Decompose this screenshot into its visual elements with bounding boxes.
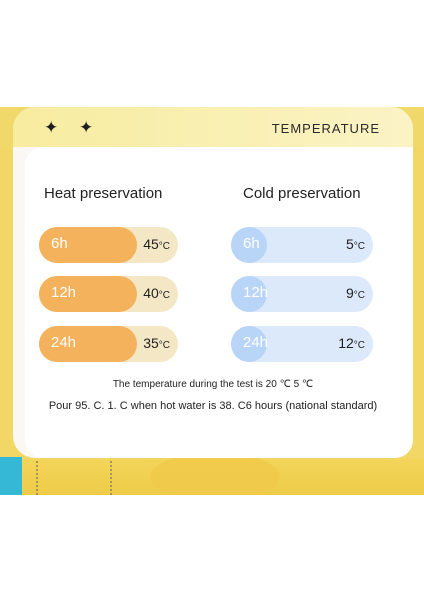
bottle-lid-shape: [150, 452, 280, 495]
card-header: ✦ ✦ TEMPERATURE: [13, 107, 413, 147]
test-condition-note: The temperature during the test is 20 ℃ …: [112, 379, 314, 390]
heat-bar: [39, 227, 137, 263]
time-label: 24h: [51, 334, 77, 351]
chain-right: [110, 461, 118, 495]
teal-strap: [0, 457, 22, 495]
temperature-value: 35°C: [143, 335, 170, 351]
standard-note: Pour 95. C. 1. C when hot water is 38. C…: [48, 400, 378, 412]
cold-row: 6h 5°C: [231, 227, 373, 263]
card-title: TEMPERATURE: [271, 121, 380, 136]
sparkle-icon: ✦ ✦: [44, 118, 102, 137]
heat-title: Heat preservation: [44, 185, 163, 202]
temperature-value: 5°C: [345, 236, 365, 252]
cold-bar: [231, 326, 267, 362]
time-label: 6h: [243, 235, 260, 252]
temperature-value: 45°C: [143, 236, 170, 252]
heat-bar: [39, 326, 137, 362]
chain-left: [36, 461, 44, 495]
cold-row: 24h 12°C: [231, 326, 373, 362]
heat-row: 6h 45°C: [39, 227, 178, 263]
cold-bar: [231, 276, 267, 312]
heat-bar: [39, 276, 137, 312]
temperature-value: 12°C: [338, 335, 365, 351]
heat-row: 12h 40°C: [39, 276, 178, 312]
temperature-card: ✦ ✦ TEMPERATURE Heat preservation Cold p…: [13, 107, 413, 458]
cold-bar: [231, 227, 267, 263]
temperature-value: 40°C: [143, 285, 170, 301]
time-label: 6h: [51, 235, 68, 252]
time-label: 12h: [243, 284, 269, 301]
cold-title: Cold preservation: [243, 185, 361, 202]
cold-row: 12h 9°C: [231, 276, 373, 312]
time-label: 24h: [243, 334, 269, 351]
heat-row: 24h 35°C: [39, 326, 178, 362]
time-label: 12h: [51, 284, 77, 301]
temperature-value: 9°C: [345, 285, 365, 301]
